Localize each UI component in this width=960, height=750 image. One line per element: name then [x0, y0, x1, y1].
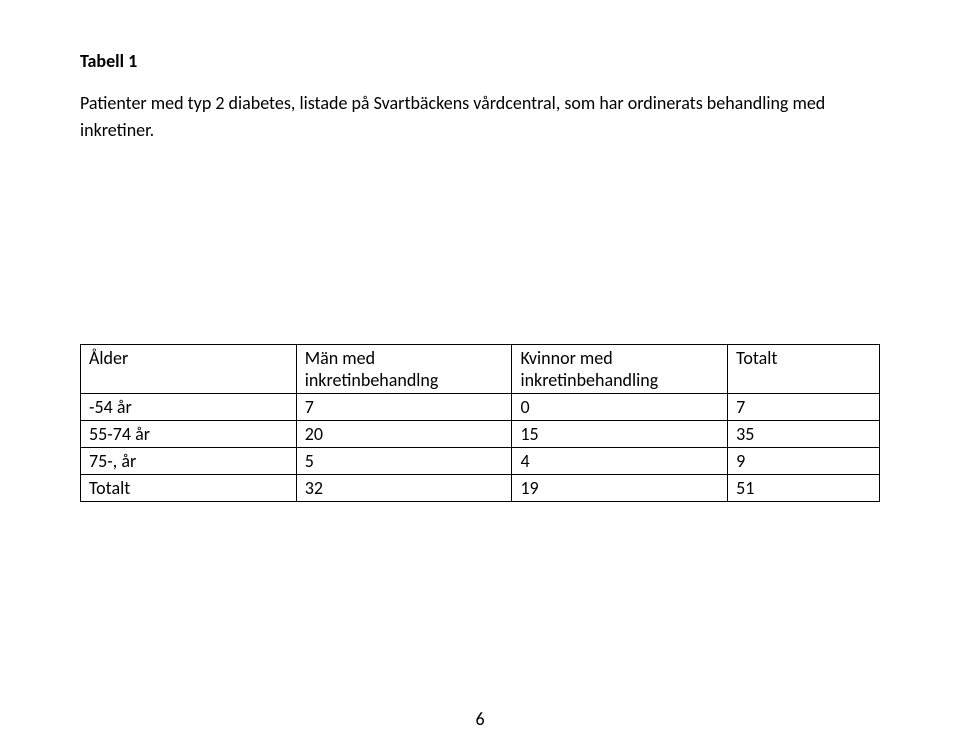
- col-header-total: Totalt: [728, 345, 880, 394]
- page-container: Tabell 1 Patienter med typ 2 diabetes, l…: [0, 0, 960, 750]
- col-header-age: Ålder: [81, 345, 297, 394]
- cell-total: 51: [728, 475, 880, 502]
- table-header-row: Ålder Män med inkretinbehandlng Kvinnor …: [81, 345, 880, 394]
- cell-men: 20: [296, 421, 512, 448]
- cell-women: 19: [512, 475, 728, 502]
- data-table: Ålder Män med inkretinbehandlng Kvinnor …: [80, 344, 880, 502]
- cell-men: 5: [296, 448, 512, 475]
- cell-men: 32: [296, 475, 512, 502]
- table-row: 55-74 år 20 15 35: [81, 421, 880, 448]
- cell-women: 0: [512, 394, 728, 421]
- table-row: Totalt 32 19 51: [81, 475, 880, 502]
- col-header-women: Kvinnor med inkretinbehandling: [512, 345, 728, 394]
- table-description: Patienter med typ 2 diabetes, listade på…: [80, 90, 880, 144]
- cell-age: 55-74 år: [81, 421, 297, 448]
- cell-women: 15: [512, 421, 728, 448]
- cell-women: 4: [512, 448, 728, 475]
- table-title: Tabell 1: [80, 50, 880, 72]
- cell-age: Totalt: [81, 475, 297, 502]
- cell-total: 7: [728, 394, 880, 421]
- cell-age: 75-, år: [81, 448, 297, 475]
- cell-total: 9: [728, 448, 880, 475]
- page-number: 6: [0, 708, 960, 730]
- col-header-men: Män med inkretinbehandlng: [296, 345, 512, 394]
- cell-total: 35: [728, 421, 880, 448]
- cell-men: 7: [296, 394, 512, 421]
- cell-age: -54 år: [81, 394, 297, 421]
- table-row: -54 år 7 0 7: [81, 394, 880, 421]
- table-row: 75-, år 5 4 9: [81, 448, 880, 475]
